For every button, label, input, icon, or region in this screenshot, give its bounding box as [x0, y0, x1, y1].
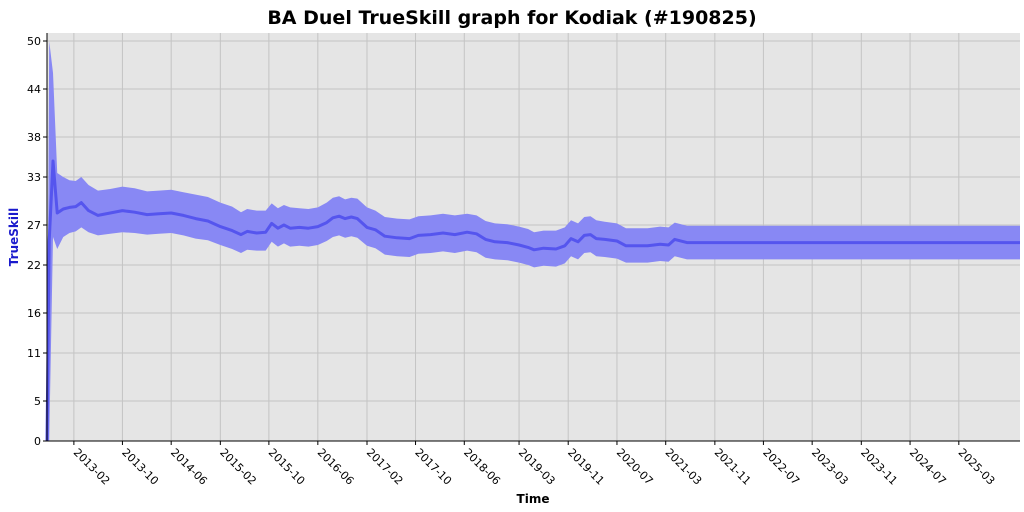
- y-tick-label: 0: [34, 435, 41, 448]
- y-tick-label: 33: [27, 171, 41, 184]
- y-tick-label: 38: [27, 131, 41, 144]
- y-tick-label: 5: [34, 395, 41, 408]
- y-tick-label: 16: [27, 307, 41, 320]
- y-axis-ticks: 0 5 11 16 22 27 33 38 44 50: [27, 35, 47, 448]
- x-axis-label: Time: [517, 492, 550, 506]
- y-tick-label: 50: [27, 35, 41, 48]
- y-tick-label: 11: [27, 347, 41, 360]
- y-tick-label: 27: [27, 219, 41, 232]
- y-tick-label: 44: [27, 83, 41, 96]
- trueskill-line: [45, 159, 1020, 442]
- chart-title: BA Duel TrueSkill graph for Kodiak (#190…: [267, 7, 756, 29]
- y-axis-label: TrueSkill: [7, 208, 21, 266]
- uncertainty-band: [47, 41, 1020, 441]
- y-tick-label: 22: [27, 259, 41, 272]
